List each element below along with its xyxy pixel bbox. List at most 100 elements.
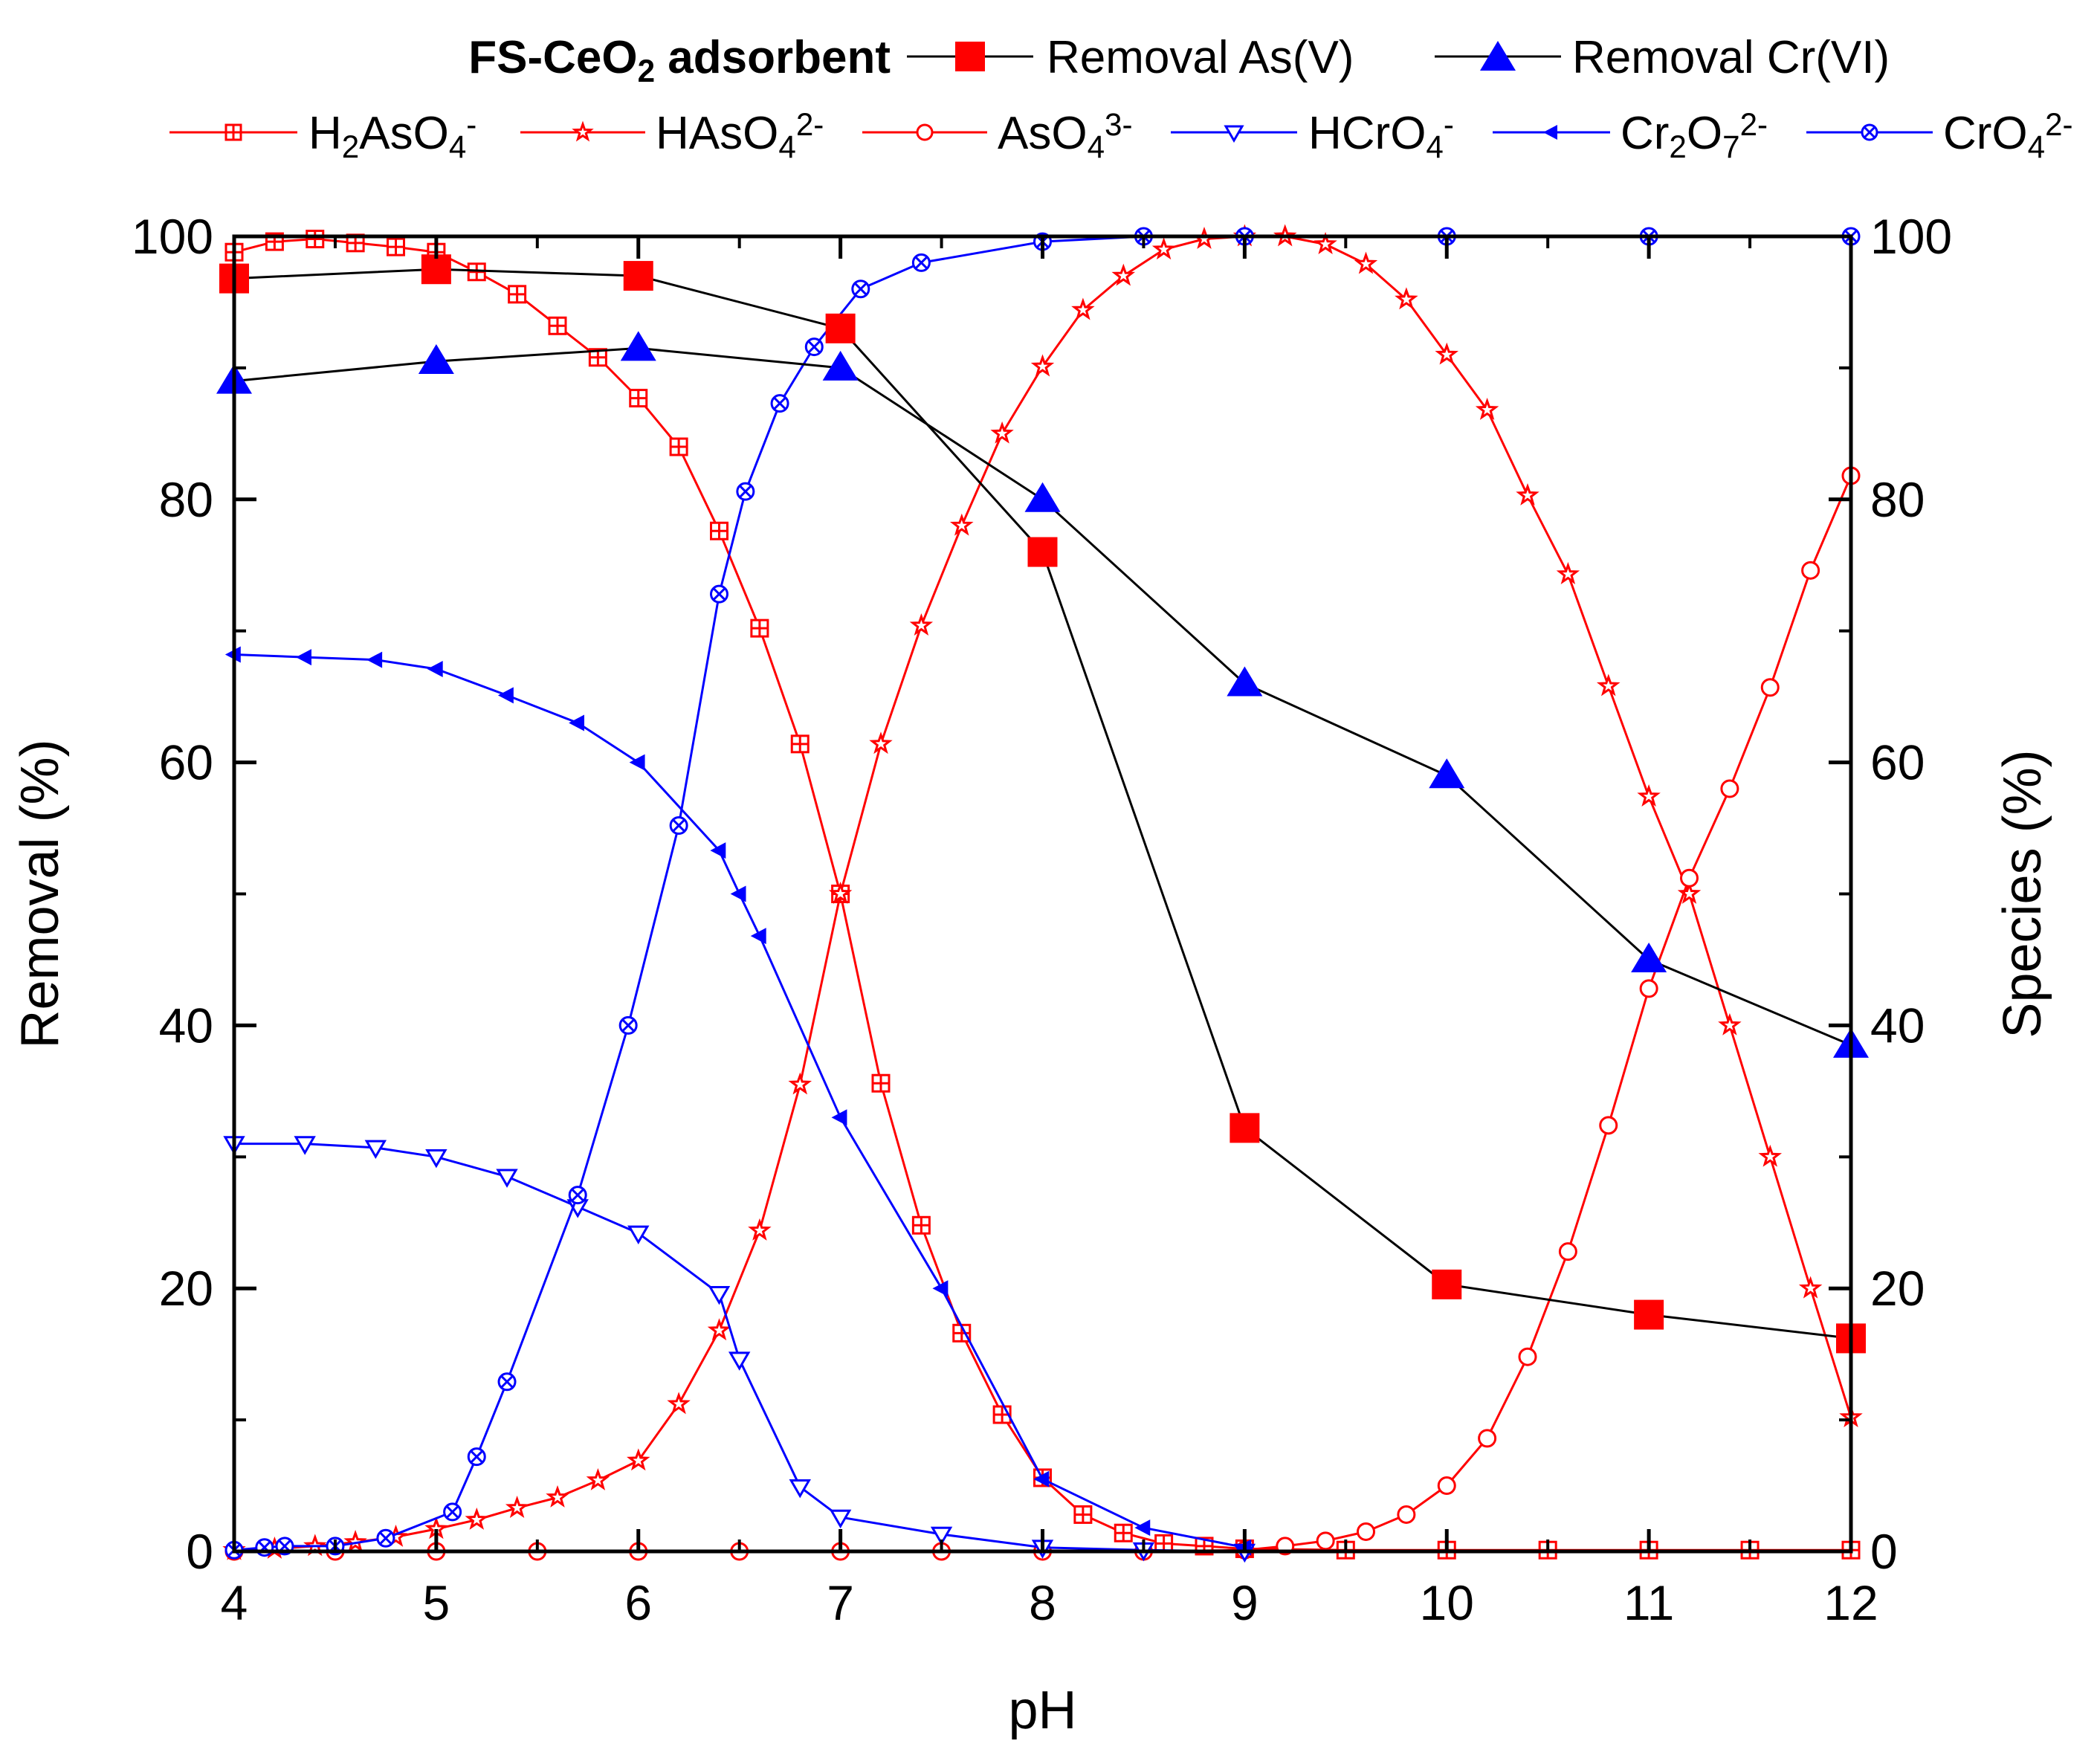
species-point — [588, 348, 607, 367]
marker-triangle — [822, 350, 859, 381]
legend-text-part: FS-CeO — [468, 32, 637, 83]
legend-marker-as — [955, 42, 985, 71]
marker-triangle — [1429, 758, 1465, 789]
marker-square — [955, 42, 985, 71]
removal-line — [233, 268, 1852, 1340]
species-point — [871, 1073, 891, 1093]
legend: FS-CeO2 adsorbent Removal As(V) Removal Cr… — [169, 32, 2073, 164]
marker-star — [1556, 562, 1580, 584]
marker-triangle-down — [364, 1140, 387, 1160]
species-series-3 — [223, 1136, 1256, 1563]
marker-circle — [1801, 560, 1820, 580]
legend-text-part: 2 — [638, 54, 655, 88]
species-point — [708, 1285, 731, 1305]
marker-x2 — [712, 587, 726, 601]
marker-x2 — [379, 1531, 392, 1545]
legend-text-part: CrO — [1943, 108, 2028, 159]
y-tick-label-left: 80 — [159, 472, 213, 527]
marker-square — [825, 313, 856, 343]
species-point — [1073, 1505, 1093, 1524]
marker-x2 — [621, 1018, 635, 1033]
legend-text-part: 4 — [2028, 129, 2045, 164]
marker-triangle-down — [1224, 125, 1244, 143]
species-point — [548, 316, 567, 335]
species-point — [1760, 678, 1780, 697]
species-point — [669, 816, 688, 836]
marker-star — [1798, 1276, 1823, 1299]
marker-star — [1071, 297, 1095, 320]
marker-circle — [1518, 1347, 1537, 1366]
marker-circle — [1558, 1242, 1577, 1261]
species-point — [627, 1225, 650, 1244]
legend-text-part: H — [308, 108, 342, 159]
species-point — [932, 1280, 949, 1297]
species-point — [505, 1496, 529, 1518]
species-line — [233, 238, 1851, 1551]
removal-point — [623, 261, 653, 291]
species-point — [669, 437, 688, 456]
species-point — [1558, 1242, 1577, 1261]
removal-series-0 — [219, 254, 1866, 1354]
species-point — [376, 1528, 395, 1548]
species-point — [618, 1015, 638, 1035]
species-point — [1111, 263, 1136, 286]
marker-star — [667, 1392, 691, 1415]
legend-text-part: - — [466, 107, 476, 142]
species-point — [296, 649, 311, 666]
marker-star — [1151, 237, 1176, 260]
legend-species-label: H2AsO4- — [308, 107, 476, 164]
legend-species-label: AsO43- — [998, 107, 1133, 164]
y-tick-label-right: 20 — [1870, 1261, 1925, 1316]
y-tick-label-left: 100 — [132, 209, 213, 264]
marker-triangle-left — [1134, 1519, 1151, 1537]
legend-species-marker — [572, 120, 594, 142]
marker-x2 — [914, 256, 928, 270]
legend-text-part: 4 — [1088, 129, 1105, 164]
marker-triangle — [1024, 482, 1061, 512]
x-tick-label: 10 — [1420, 1575, 1474, 1630]
y-tick-label-left: 0 — [186, 1524, 213, 1579]
y-tick-label-right: 60 — [1870, 735, 1925, 790]
marker-triangle — [620, 331, 656, 361]
species-line — [233, 235, 1852, 1551]
marker-triangle-down — [425, 1149, 447, 1169]
marker-circle — [1316, 1531, 1335, 1551]
marker-star — [627, 1448, 650, 1471]
species-point — [1680, 868, 1699, 888]
species-point — [829, 1509, 852, 1529]
species-point — [710, 842, 726, 859]
marker-star — [1637, 784, 1661, 807]
species-point — [1397, 1505, 1416, 1524]
species-point — [629, 754, 645, 771]
species-point — [294, 1136, 316, 1155]
y-axis-label-left: Removal (%) — [10, 739, 70, 1048]
marker-triangle — [1480, 41, 1516, 71]
marker-x2 — [571, 1188, 584, 1202]
marker-circle — [1680, 868, 1699, 888]
species-point — [306, 230, 325, 249]
species-point — [1637, 784, 1661, 807]
marker-triangle-left — [427, 661, 443, 678]
marker-square — [421, 254, 451, 285]
x-tick-label: 11 — [1623, 1575, 1675, 1630]
marker-triangle-left — [569, 714, 584, 731]
legend-text-part: 4 — [449, 129, 466, 164]
labels-layer: pH Removal (%) Species (%) — [10, 739, 2052, 1740]
marker-star — [1111, 263, 1136, 286]
species-point — [1639, 979, 1658, 998]
species-point — [569, 714, 584, 731]
marker-star — [546, 1484, 569, 1508]
species-point — [949, 513, 974, 536]
species-line — [233, 235, 1851, 1551]
species-point — [828, 881, 853, 904]
y-tick-label-left: 60 — [159, 735, 213, 790]
species-point — [546, 1484, 569, 1508]
marker-triangle-left — [1543, 125, 1557, 140]
species-point — [496, 1169, 518, 1188]
marker-star — [949, 513, 974, 536]
marker-circle — [1760, 678, 1780, 697]
legend-text-part: 4 — [778, 129, 795, 164]
species-point — [1599, 1116, 1618, 1135]
species-point — [1154, 1534, 1174, 1553]
species-point — [748, 1218, 772, 1241]
